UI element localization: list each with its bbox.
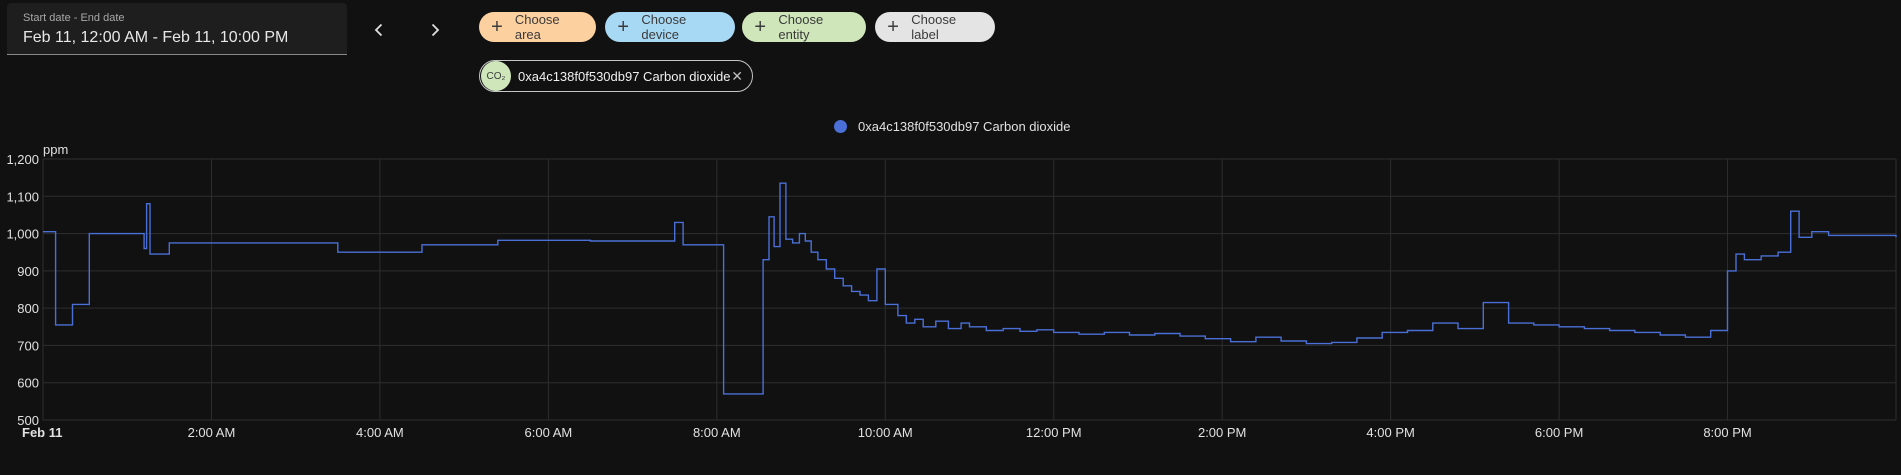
x-tick-label: 6:00 PM bbox=[1535, 425, 1583, 440]
co2-icon: CO₂ bbox=[481, 61, 511, 91]
date-range-label: Start date - End date bbox=[23, 12, 125, 24]
y-tick-label: 900 bbox=[17, 264, 39, 279]
chip-label: Choose device bbox=[641, 12, 687, 42]
x-tick-label: 4:00 AM bbox=[356, 425, 404, 440]
x-tick-label: 10:00 AM bbox=[858, 425, 913, 440]
chip-label: Choose entity bbox=[778, 12, 824, 42]
plus-icon: + bbox=[754, 15, 767, 38]
choose-device-chip[interactable]: + Choose device bbox=[605, 12, 735, 42]
y-tick-label: 1,000 bbox=[6, 227, 39, 242]
x-tick-label: 6:00 AM bbox=[525, 425, 573, 440]
x-tick-label: 2:00 PM bbox=[1198, 425, 1246, 440]
x-tick-label: Feb 11 bbox=[22, 425, 62, 440]
chip-label: Choose area bbox=[514, 12, 560, 42]
legend-dot-icon bbox=[834, 120, 847, 133]
y-tick-label: 1,200 bbox=[6, 152, 39, 167]
choose-label-chip[interactable]: + Choose label bbox=[875, 12, 995, 42]
y-axis-unit-label: ppm bbox=[43, 142, 68, 157]
y-tick-label: 600 bbox=[17, 376, 39, 391]
chip-label: Choose label bbox=[911, 12, 957, 42]
choose-entity-chip[interactable]: + Choose entity bbox=[742, 12, 866, 42]
x-tick-label: 2:00 AM bbox=[188, 425, 236, 440]
y-tick-label: 800 bbox=[17, 301, 39, 316]
legend-label: 0xa4c138f0f530db97 Carbon dioxide bbox=[858, 119, 1071, 134]
y-tick-label: 500 bbox=[17, 413, 39, 428]
previous-period-button[interactable] bbox=[359, 10, 399, 50]
date-range-picker[interactable]: Start date - End date Feb 11, 12:00 AM -… bbox=[7, 3, 347, 55]
next-period-button[interactable] bbox=[415, 10, 455, 50]
series-line-co2[interactable] bbox=[43, 182, 1897, 395]
chart-legend-item[interactable]: 0xa4c138f0f530db97 Carbon dioxide bbox=[834, 119, 1071, 134]
selected-entity-name: 0xa4c138f0f530db97 Carbon dioxide bbox=[518, 68, 731, 84]
plus-icon: + bbox=[491, 15, 503, 38]
chevron-right-icon bbox=[431, 23, 440, 37]
plus-icon: + bbox=[617, 15, 630, 38]
x-tick-label: 8:00 AM bbox=[693, 425, 741, 440]
y-tick-label: 700 bbox=[17, 338, 39, 353]
choose-area-chip[interactable]: + Choose area bbox=[479, 12, 596, 42]
close-icon[interactable]: ✕ bbox=[731, 67, 743, 84]
date-range-value: Feb 11, 12:00 AM - Feb 11, 10:00 PM bbox=[23, 29, 289, 46]
x-tick-label: 8:00 PM bbox=[1703, 425, 1751, 440]
y-tick-label: 1,100 bbox=[6, 189, 39, 204]
chevron-left-icon bbox=[374, 23, 383, 37]
x-tick-label: 4:00 PM bbox=[1366, 425, 1414, 440]
selected-entity-chip[interactable]: CO₂ 0xa4c138f0f530db97 Carbon dioxide ✕ bbox=[479, 60, 753, 92]
x-tick-label: 12:00 PM bbox=[1026, 425, 1082, 440]
plus-icon: + bbox=[887, 15, 899, 38]
